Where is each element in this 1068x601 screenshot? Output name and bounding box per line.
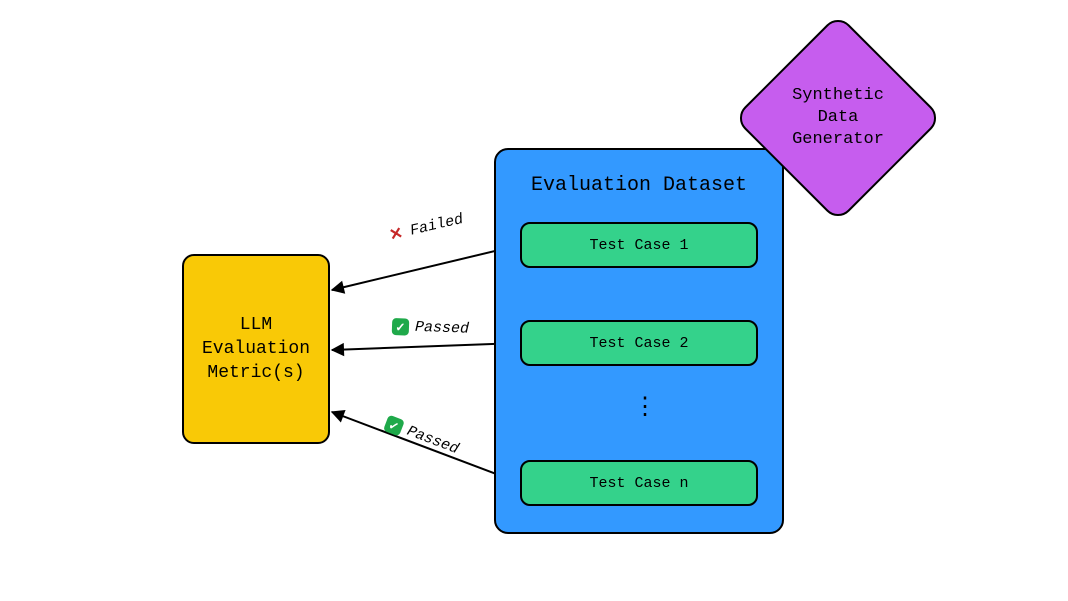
diagram-stage: Evaluation Dataset Test Case 1 Test Case … [0,0,1068,601]
arrow-status-text: Passed [404,423,461,458]
pass-icon: ✓ [392,318,410,336]
synthetic-data-generator-label: Synthetic Data Generator [792,85,884,151]
llm-evaluation-metrics-box: LLM Evaluation Metric(s) [182,254,330,444]
ellipsis-icon: ⋮ [633,392,663,422]
test-case-box: Test Case 2 [520,320,758,366]
arrow-status-text: Failed [408,211,464,240]
test-case-label: Test Case 2 [589,335,688,352]
connector-arrow [332,343,520,350]
test-case-box: Test Case n [520,460,758,506]
connector-arrow [332,245,520,290]
arrow-status-label: ✕Failed [386,211,465,245]
arrow-status-label: ✓ Passed [392,318,470,338]
fail-icon: ✕ [386,224,406,244]
arrow-status-text: Passed [415,319,470,338]
evaluation-dataset-title: Evaluation Dataset [496,174,782,197]
test-case-label: Test Case 1 [589,237,688,254]
llm-evaluation-metrics-label: LLM Evaluation Metric(s) [202,313,310,385]
test-case-box: Test Case 1 [520,222,758,268]
arrow-status-label: ✓Passed [383,415,461,458]
connector-arrow [332,412,520,483]
pass-icon: ✓ [383,415,405,437]
test-case-label: Test Case n [589,475,688,492]
